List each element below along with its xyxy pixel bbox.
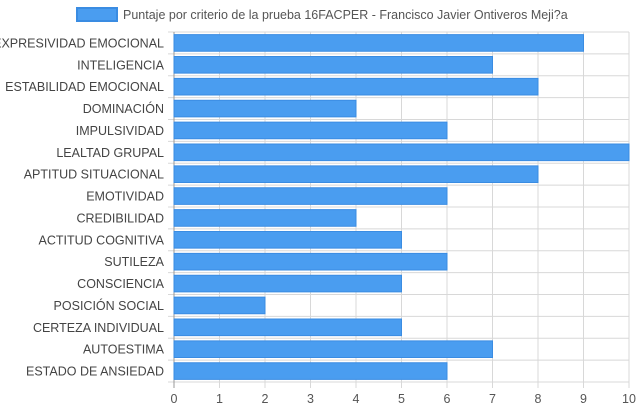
category-label: CREDIBILIDAD xyxy=(76,211,164,225)
bar[interactable] xyxy=(173,231,402,249)
x-tick-label: 5 xyxy=(398,392,405,406)
x-tick-label: 6 xyxy=(444,392,451,406)
category-label: CERTEZA INDIVIDUAL xyxy=(33,321,164,335)
bar[interactable] xyxy=(173,362,448,380)
category-label: APTITUD SITUACIONAL xyxy=(24,168,164,182)
bar[interactable] xyxy=(173,274,402,293)
category-label: LEALTAD GRUPAL xyxy=(56,146,164,160)
bar[interactable] xyxy=(173,121,448,140)
category-label: CONSCIENCIA xyxy=(77,277,164,291)
x-tick-label: 10 xyxy=(622,392,636,406)
category-label: ACTITUD COGNITIVA xyxy=(39,233,165,247)
x-tick-label: 9 xyxy=(580,392,587,406)
x-tick-label: 1 xyxy=(216,392,223,406)
x-tick-label: 2 xyxy=(262,392,269,406)
x-tick-label: 0 xyxy=(171,392,178,406)
x-tick-label: 7 xyxy=(489,392,496,406)
bar[interactable] xyxy=(173,296,266,315)
bar[interactable] xyxy=(173,99,357,118)
bars xyxy=(173,34,630,380)
category-label: ESTADO DE ANSIEDAD xyxy=(26,365,164,379)
bar[interactable] xyxy=(173,143,630,162)
bar[interactable] xyxy=(173,187,448,205)
category-label: INTELIGENCIA xyxy=(77,58,164,72)
category-label: SUTILEZA xyxy=(104,255,164,269)
bar[interactable] xyxy=(173,340,493,358)
category-label: EXPRESIVIDAD EMOCIONAL xyxy=(0,36,164,50)
bar[interactable] xyxy=(173,318,402,337)
category-labels: EXPRESIVIDAD EMOCIONAL INTELIGENCIA ESTABI… xyxy=(0,36,165,378)
category-label: POSICIÓN SOCIAL xyxy=(54,298,164,313)
bar[interactable] xyxy=(173,165,539,183)
bar[interactable] xyxy=(173,34,584,52)
x-tick-labels: 0 1 2 3 4 5 6 7 8 9 10 xyxy=(171,392,636,406)
legend-label: Puntaje por criterio de la prueba 16FACP… xyxy=(123,8,568,22)
legend-swatch xyxy=(76,7,118,22)
category-label: DOMINACIÓN xyxy=(83,101,164,116)
category-label: IMPULSIVIDAD xyxy=(76,124,164,138)
category-label: EMOTIVIDAD xyxy=(86,190,164,204)
category-label: AUTOESTIMA xyxy=(83,343,165,357)
bar[interactable] xyxy=(173,252,448,271)
x-tick-label: 8 xyxy=(535,392,542,406)
x-tick-label: 4 xyxy=(353,392,360,406)
bar[interactable] xyxy=(173,77,539,96)
category-label: ESTABILIDAD EMOCIONAL xyxy=(5,80,164,94)
x-tick-label: 3 xyxy=(307,392,314,406)
legend[interactable]: Puntaje por criterio de la prueba 16FACP… xyxy=(76,7,568,22)
bar[interactable] xyxy=(173,209,357,227)
bar[interactable] xyxy=(173,56,493,74)
